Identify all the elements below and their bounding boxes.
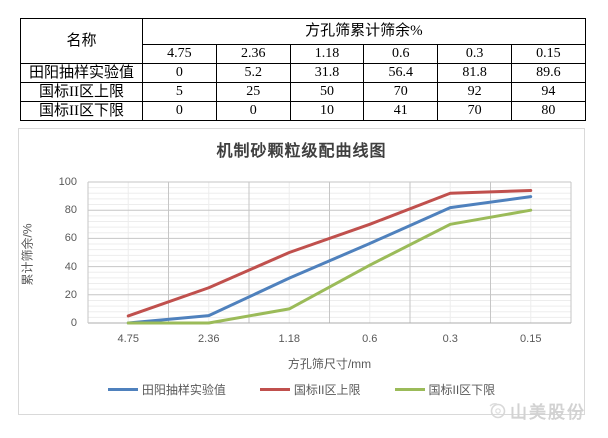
y-axis-title: 累计筛余/% [20, 223, 35, 286]
table-header-name: 名称 [20, 18, 143, 64]
gradation-chart: 机制砂颗粒级配曲线图 累计筛余/% 方孔筛尺寸/mm 0 20 40 60 80 100 … [18, 128, 585, 415]
table-row: 田阳抽样实验值 0 5.2 31.8 56.4 81.8 89.6 [20, 63, 586, 83]
value-cell: 56.4 [363, 63, 439, 83]
x-tick-label: 2.36 [198, 333, 220, 345]
value-cell: 0 [142, 101, 217, 121]
series-line [126, 208, 533, 325]
row-label: 田阳抽样实验值 [20, 63, 143, 83]
row-label: 国标II区上限 [20, 82, 143, 102]
y-tick-label: 60 [64, 232, 77, 245]
legend-item: 国标II区上限 [259, 381, 361, 398]
chart-title: 机制砂颗粒级配曲线图 [216, 143, 387, 160]
x-tick-label: 1.18 [278, 333, 300, 345]
value-cell: 89.6 [510, 63, 586, 83]
value-cell: 0 [215, 101, 291, 121]
table-size-row: 4.75 2.36 1.18 0.6 0.3 0.15 [21, 44, 586, 64]
row-label: 国标II区下限 [20, 101, 143, 121]
size-cell: 1.18 [289, 44, 365, 64]
x-tick-label: 0.6 [362, 333, 378, 345]
series-line [126, 188, 533, 318]
legend-label: 田阳抽样实验值 [141, 383, 226, 397]
watermark: 山美股份 [487, 397, 605, 423]
size-cell: 4.75 [142, 44, 217, 64]
legend-key-line [259, 388, 290, 391]
y-tick-label: 100 [58, 176, 77, 188]
y-tick-label: 80 [64, 204, 77, 217]
value-cell: 10 [289, 101, 365, 121]
x-axis-title: 方孔筛尺寸/mm [287, 357, 372, 371]
size-cell: 0.3 [437, 44, 512, 64]
legend-key-line [394, 388, 425, 391]
y-tick-label: 0 [70, 317, 77, 329]
y-tick-label: 20 [64, 288, 77, 301]
table-row: 国标II区上限 5 25 50 70 92 94 [20, 82, 586, 102]
value-cell: 0 [142, 63, 217, 83]
value-cell: 50 [289, 82, 365, 102]
value-cell: 94 [510, 82, 586, 102]
y-tick-label: 40 [64, 260, 77, 273]
legend-item: 田阳抽样实验值 [107, 381, 226, 398]
legend-label: 国标II区上限 [293, 383, 361, 397]
sieve-table: 名称 方孔筛累计筛余% 4.75 2.36 1.18 0.6 0.3 0.15 … [20, 18, 586, 121]
table-row: 国标II区下限 0 0 10 41 70 80 [20, 101, 586, 121]
value-cell: 80 [510, 101, 586, 121]
series-line [126, 195, 533, 325]
size-cell: 0.15 [510, 44, 586, 64]
value-cell: 41 [363, 101, 439, 121]
legend-key-line [107, 388, 138, 391]
watermark-text: 山美股份 [510, 402, 586, 422]
legend-item: 国标II区下限 [394, 381, 496, 398]
x-tick-label: 0.3 [442, 333, 458, 345]
size-cell: 2.36 [215, 44, 291, 64]
value-cell: 25 [215, 82, 291, 102]
x-tick-label: 4.75 [117, 333, 139, 345]
size-cell: 0.6 [363, 44, 439, 64]
shanmei-logo-icon [489, 403, 506, 419]
chart-legend: 田阳抽样实验值 国标II区上限 国标II区下限 [19, 381, 584, 398]
legend-label: 国标II区下限 [428, 383, 496, 397]
value-cell: 81.8 [437, 63, 512, 83]
value-cell: 70 [437, 101, 512, 121]
value-cell: 70 [363, 82, 439, 102]
x-tick-label: 0.15 [520, 333, 542, 345]
value-cell: 5 [142, 82, 217, 102]
value-cell: 31.8 [289, 63, 365, 83]
table-header-group: 方孔筛累计筛余% [142, 18, 586, 45]
value-cell: 92 [437, 82, 512, 102]
value-cell: 5.2 [215, 63, 291, 83]
chart-plot-svg [87, 181, 572, 325]
